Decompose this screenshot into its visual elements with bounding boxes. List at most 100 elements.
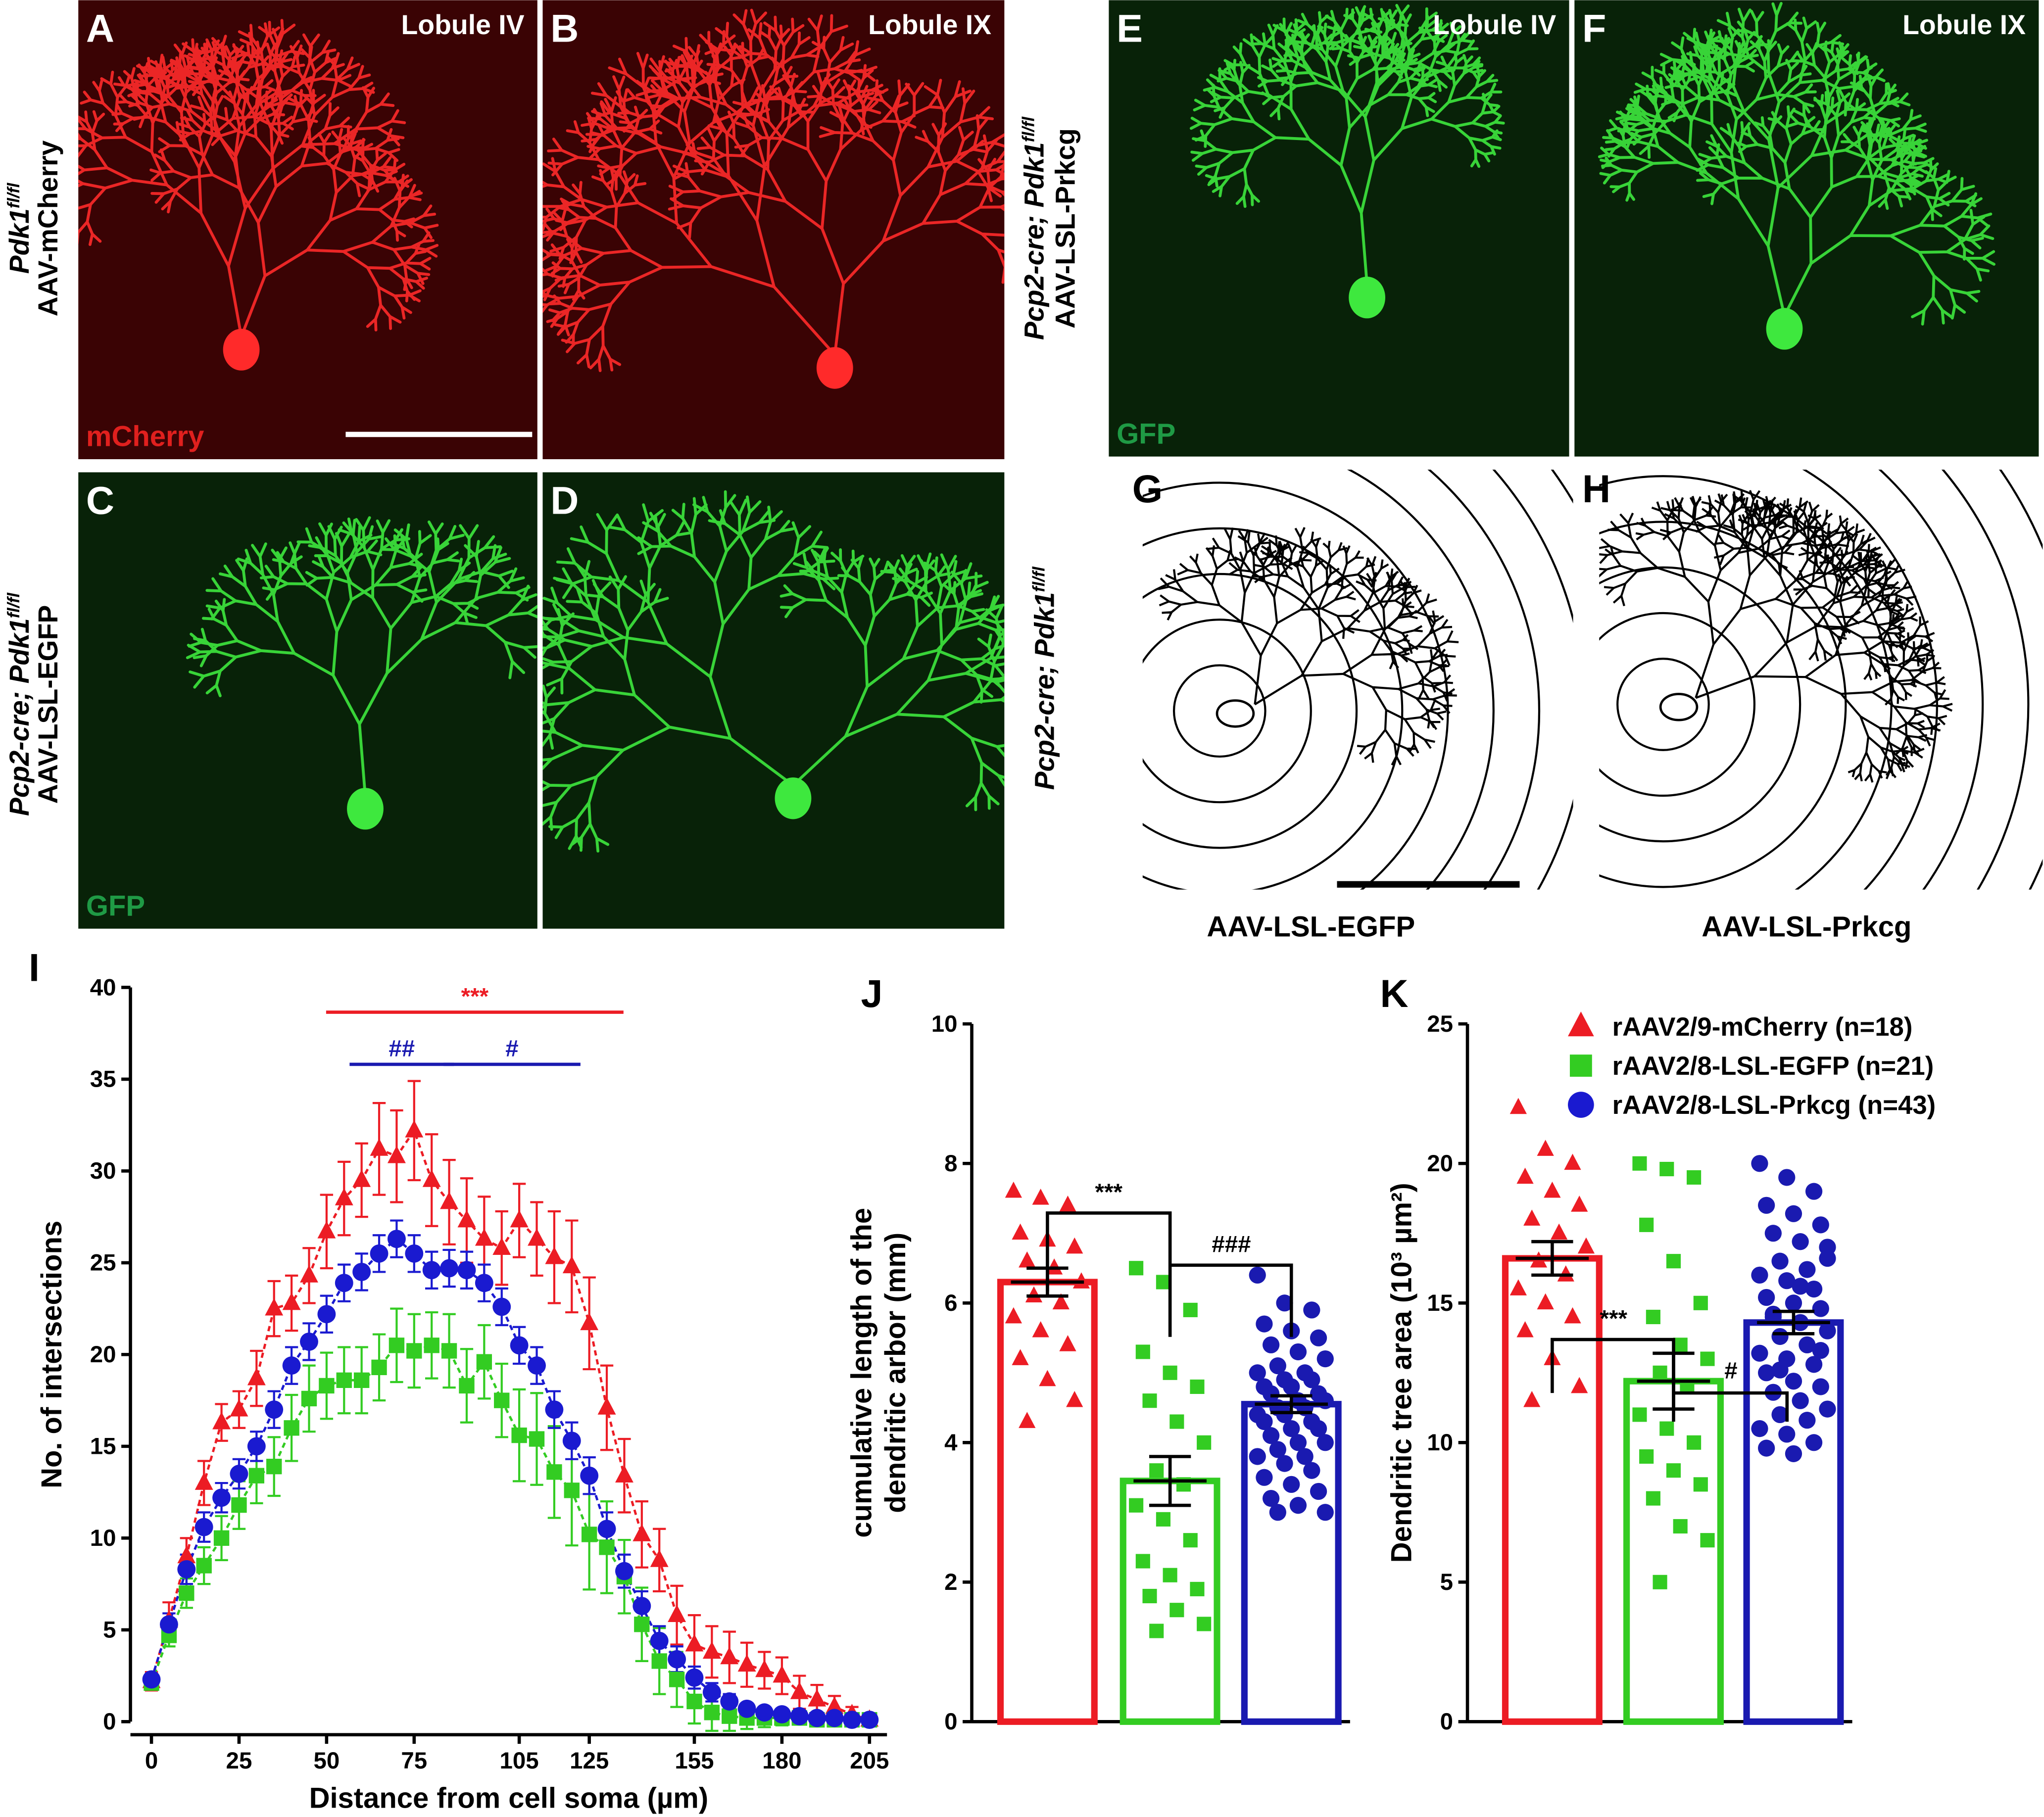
traced-soma: [1659, 693, 1699, 721]
sholl-circle: [1347, 470, 1495, 890]
marker: [564, 1482, 580, 1498]
marker: [581, 1527, 597, 1542]
marker: [1059, 1335, 1076, 1351]
genotype-text: Pcp2-cre; Pdk1: [4, 618, 35, 816]
panel-letter: F: [1582, 6, 1606, 50]
y-tick-label: 2: [944, 1569, 957, 1595]
marker: [1819, 1400, 1836, 1418]
marker: [247, 1437, 266, 1456]
y-tick-label: 0: [1440, 1709, 1453, 1735]
marker: [1812, 1342, 1829, 1359]
marker: [1792, 1233, 1809, 1250]
significance-label: ###: [1212, 1231, 1251, 1257]
x-tick-label: 0: [145, 1748, 158, 1774]
marker: [266, 1458, 282, 1475]
marker: [317, 1305, 336, 1324]
marker: [773, 1705, 791, 1723]
marker: [1269, 1504, 1286, 1521]
marker: [476, 1354, 492, 1370]
panel-letter: A: [86, 6, 114, 50]
marker: [352, 1169, 371, 1187]
marker: [1303, 1371, 1320, 1388]
marker: [1805, 1183, 1823, 1200]
marker: [1142, 1588, 1157, 1604]
x-tick-label: 155: [675, 1748, 714, 1774]
marker: [1687, 1435, 1702, 1450]
marker: [441, 1343, 457, 1359]
marker: [1792, 1392, 1809, 1409]
marker: [1537, 1293, 1554, 1310]
marker: [1509, 1279, 1527, 1295]
genotype-superscript: fl/fl: [1030, 566, 1049, 592]
marker: [1564, 1307, 1581, 1324]
marker: [1039, 1370, 1056, 1387]
marker: [370, 1138, 389, 1156]
y-tick-label: 8: [944, 1150, 957, 1177]
marker: [597, 1520, 616, 1538]
marker: [1537, 1140, 1554, 1156]
y-tick-label: 30: [90, 1158, 116, 1184]
marker: [282, 1292, 301, 1310]
marker: [1632, 1156, 1647, 1171]
marker: [389, 1338, 405, 1353]
error-bar: [1515, 1240, 1589, 1277]
marker: [1764, 1225, 1782, 1242]
genotype-superscript: fl/fl: [4, 182, 23, 208]
marker: [422, 1261, 441, 1280]
marker: [1812, 1300, 1829, 1317]
marker: [510, 1210, 529, 1228]
tracing-caption: AAV-LSL-Prkcg: [1702, 911, 1911, 943]
marker: [615, 1465, 633, 1483]
marker: [545, 1400, 564, 1419]
marker: [1569, 1054, 1592, 1077]
region-label: Lobule IV: [401, 9, 525, 40]
marker: [1577, 1237, 1595, 1254]
marker: [1163, 1568, 1177, 1582]
marker: [1276, 1294, 1293, 1312]
marker: [1169, 1603, 1184, 1618]
marker: [1568, 1092, 1594, 1118]
marker: [668, 1650, 686, 1669]
marker: [773, 1665, 791, 1683]
marker: [231, 1497, 247, 1513]
dendrite: [186, 516, 537, 797]
marker: [1135, 1554, 1150, 1569]
error-bar: [1255, 1394, 1328, 1414]
marker: [1523, 1390, 1541, 1407]
marker: [1799, 1412, 1816, 1429]
panel-letter: E: [1117, 6, 1143, 50]
marker: [1310, 1420, 1327, 1437]
marker: [722, 1708, 737, 1724]
traced-dendrite: [1599, 490, 1953, 783]
y-tick-label: 40: [90, 974, 116, 1001]
marker: [371, 1359, 387, 1376]
y-tick-label: 10: [931, 1011, 958, 1037]
soma: [1349, 277, 1386, 319]
y-axis-title: Dendritic tree area (10³ µm²): [1386, 1183, 1418, 1563]
marker: [422, 1169, 441, 1187]
marker: [440, 1192, 459, 1209]
marker: [177, 1560, 196, 1578]
marker: [1693, 1477, 1708, 1492]
marker: [1149, 1463, 1164, 1478]
marker: [336, 1372, 352, 1388]
marker: [1183, 1533, 1198, 1548]
panel-letter: I: [29, 945, 40, 989]
marker: [1758, 1364, 1775, 1382]
marker: [1509, 1098, 1527, 1114]
marker: [580, 1313, 599, 1331]
marker: [317, 1221, 336, 1239]
marker: [1256, 1315, 1273, 1333]
marker: [494, 1392, 510, 1408]
marker: [1163, 1365, 1177, 1380]
marker: [1646, 1491, 1660, 1506]
bar: [997, 1279, 1098, 1725]
sholl-circle: [1172, 664, 1266, 758]
marker: [1751, 1266, 1768, 1284]
y-tick-label: 15: [1427, 1290, 1453, 1316]
marker: [1700, 1533, 1715, 1548]
significance-label: ***: [1600, 1306, 1628, 1332]
y-tick-label: 0: [944, 1709, 957, 1735]
marker: [650, 1631, 669, 1650]
marker: [440, 1259, 459, 1278]
